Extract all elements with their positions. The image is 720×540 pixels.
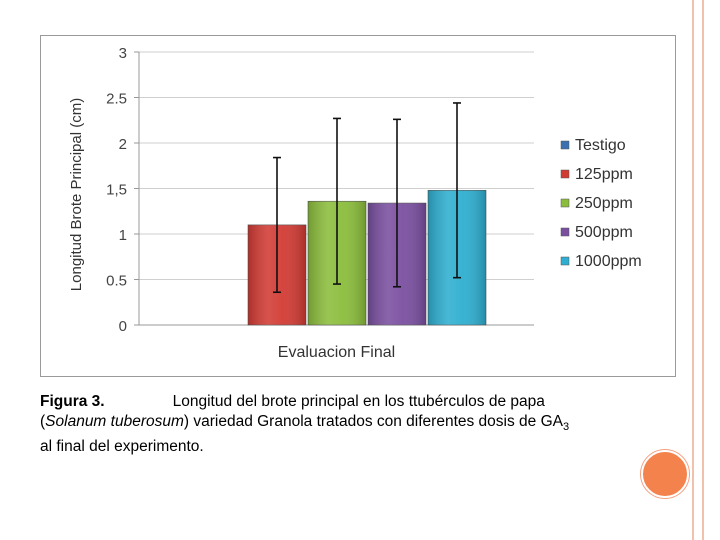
y-tick-label: 2.5	[106, 91, 127, 108]
x-axis-label: Evaluacion Final	[278, 344, 395, 361]
y-tick-label: 2	[119, 136, 127, 153]
slide-border-left	[692, 0, 694, 540]
legend-swatch	[560, 227, 570, 237]
chart-container: 0 0.5 1 1,5 2 2.5 3 Evaluacion Final Longitud Br…	[40, 35, 676, 377]
legend-swatch	[560, 140, 570, 150]
caption-line2: ) variedad Granola tratados con diferent…	[183, 413, 563, 430]
figure-caption: Figura 3. Longitud del brote principal en…	[40, 392, 680, 457]
y-tick-label: 0	[119, 318, 127, 335]
y-tick-label: 1,5	[106, 182, 127, 199]
bar-chart: 0 0.5 1 1,5 2 2.5 3 Evaluacion Final Longitud Br…	[68, 45, 642, 361]
legend-swatch	[560, 198, 570, 208]
caption-open-paren: (	[40, 413, 46, 430]
legend-swatch	[560, 256, 570, 266]
y-axis-label: Longitud Brote Principal (cm)	[68, 98, 85, 291]
legend-label: 250ppm	[575, 195, 633, 212]
legend-label: 125ppm	[575, 166, 633, 183]
caption-figure-label: Figura 3.	[40, 393, 105, 410]
caption-line1: Longitud del brote principal en los ttub…	[172, 393, 545, 410]
y-tick-label: 3	[119, 45, 127, 62]
y-tick-label: 1	[119, 227, 127, 244]
legend-label: Testigo	[575, 137, 626, 154]
caption-line3: al final del experimento.	[40, 438, 204, 456]
caption-subscript: 3	[563, 421, 570, 434]
caption-species: Solanum tuberosum	[45, 413, 184, 430]
legend-label: 500ppm	[575, 224, 633, 241]
y-tick-label: 0.5	[106, 273, 127, 290]
decorative-orange-circle	[641, 450, 689, 498]
legend-swatch	[560, 169, 570, 179]
slide-border-right	[702, 0, 704, 540]
legend-label: 1000ppm	[575, 253, 642, 270]
